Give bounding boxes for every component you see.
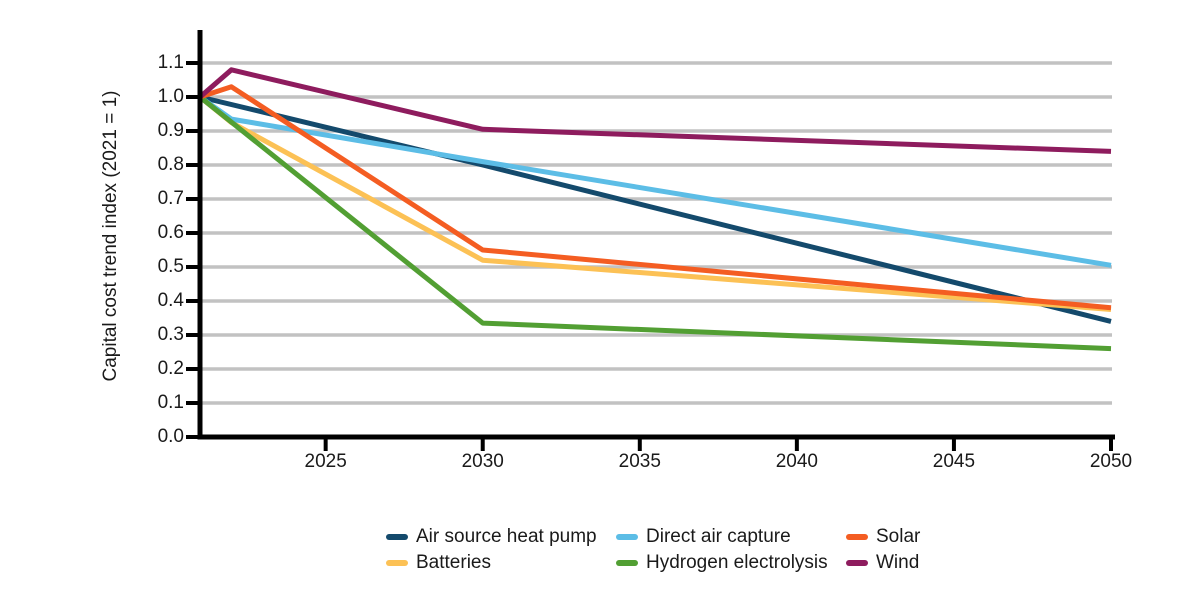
legend-item-solar: Solar <box>846 526 1076 548</box>
series-line-solar <box>199 84 1112 311</box>
legend-item-air-source-heat-pump: Air source heat pump <box>386 526 616 548</box>
legend: Air source heat pump Batteries Direct air … <box>386 524 1076 576</box>
legend-label-wind: Wind <box>876 552 920 573</box>
series-line-wind <box>198 67 1112 154</box>
legend-label-batteries: Batteries <box>416 552 491 573</box>
series-lines <box>198 67 1112 352</box>
legend-swatch-solar <box>846 534 868 540</box>
series-line-hydrogen-electrolysis <box>198 95 1112 352</box>
y-tick-label-1.0: 1.0 <box>157 86 184 107</box>
y-tick-label-1.1: 1.1 <box>157 52 184 73</box>
y-tick-label-0.1: 0.1 <box>157 392 184 413</box>
x-tick-label-2050: 2050 <box>1089 451 1133 472</box>
axes <box>186 30 1115 451</box>
legend-label-direct-air-capture: Direct air capture <box>646 526 791 547</box>
y-tick-label-0.0: 0.0 <box>157 426 184 447</box>
series-line-air-source-heat-pump <box>199 94 1112 324</box>
legend-swatch-hydrogen-electrolysis <box>616 560 638 566</box>
legend-label-air-source-heat-pump: Air source heat pump <box>416 526 597 547</box>
legend-label-solar: Solar <box>876 526 921 547</box>
y-tick-label-0.5: 0.5 <box>157 256 184 277</box>
x-tick-label-2035: 2035 <box>618 451 661 472</box>
legend-item-batteries: Batteries <box>386 552 616 574</box>
legend-item-hydrogen-electrolysis: Hydrogen electrolysis <box>616 552 846 574</box>
x-tick-label-2030: 2030 <box>461 451 504 472</box>
x-tick-label-2045: 2045 <box>932 451 976 472</box>
legend-swatch-air-source-heat-pump <box>386 534 408 540</box>
x-tick-label-2025: 2025 <box>304 451 347 472</box>
y-tick-label-0.6: 0.6 <box>157 222 184 243</box>
legend-item-wind: Wind <box>846 552 1076 574</box>
y-tick-label-0.2: 0.2 <box>157 358 184 379</box>
legend-swatch-direct-air-capture <box>616 534 638 540</box>
y-tick-label-0.9: 0.9 <box>157 120 184 141</box>
y-tick-label-0.7: 0.7 <box>157 188 184 209</box>
y-tick-label-0.8: 0.8 <box>157 154 184 175</box>
legend-label-hydrogen-electrolysis: Hydrogen electrolysis <box>646 552 828 573</box>
legend-swatch-wind <box>846 560 868 566</box>
gridlines <box>197 61 1112 405</box>
y-tick-label-0.4: 0.4 <box>157 290 184 311</box>
legend-swatch-batteries <box>386 560 408 566</box>
legend-item-direct-air-capture: Direct air capture <box>616 526 846 548</box>
y-tick-label-0.3: 0.3 <box>157 324 184 345</box>
x-tick-label-2040: 2040 <box>775 451 818 472</box>
